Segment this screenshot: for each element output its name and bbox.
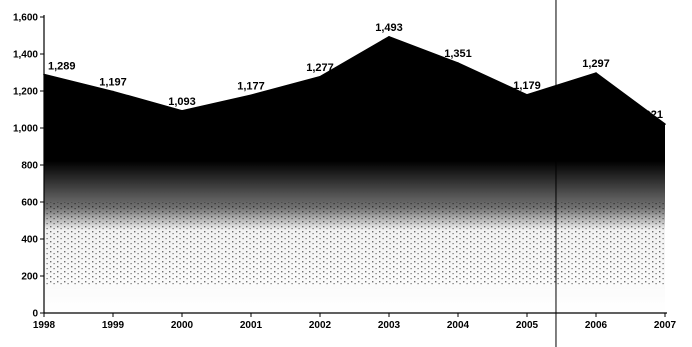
data-point-2001 [250, 94, 252, 97]
area-series-line [43, 35, 666, 125]
y-tick-label: 200 [21, 272, 38, 283]
x-tick-label: 2006 [585, 320, 608, 331]
y-tick-label: 400 [21, 235, 38, 246]
x-tick-label: 2001 [240, 320, 263, 331]
y-tick-label: 800 [21, 161, 38, 172]
x-tick-label: 2000 [171, 320, 194, 331]
data-label: 1,277 [306, 62, 334, 74]
data-point-2003 [388, 35, 390, 38]
data-label: 1,351 [444, 48, 472, 60]
y-tick-label: 0 [32, 309, 38, 320]
x-tick-label: 1999 [102, 320, 125, 331]
data-point-2005 [526, 94, 528, 96]
x-tick-label: 1998 [33, 320, 56, 331]
data-label: 1,093 [168, 96, 196, 108]
y-tick-label: 1,400 [13, 50, 38, 61]
data-label: 1,021 [635, 109, 663, 121]
data-point-2006 [595, 72, 597, 74]
data-label: 1,177 [237, 80, 265, 92]
data-point-2000 [181, 109, 183, 112]
data-label: 1,197 [99, 77, 127, 89]
y-tick-label: 1,200 [13, 87, 38, 98]
y-tick-label: 1,000 [13, 124, 38, 135]
data-label: 1,297 [582, 58, 610, 70]
data-point-2004 [457, 62, 459, 64]
data-label: 1,289 [48, 61, 76, 73]
x-tick-label: 2002 [309, 320, 332, 331]
data-label: 1,179 [513, 80, 541, 92]
x-tick-label: 2003 [378, 320, 401, 331]
x-tick-label: 2004 [447, 320, 470, 331]
x-tick-label: 2005 [516, 320, 539, 331]
data-point-2007 [664, 123, 666, 125]
data-point-1999 [112, 90, 114, 93]
x-tick-label: 2007 [654, 320, 677, 331]
area-series-fill [44, 36, 665, 314]
y-tick-label: 600 [21, 198, 38, 209]
data-label: 1,493 [375, 22, 403, 34]
data-point-2002 [319, 75, 321, 78]
y-tick-label: 1,600 [13, 13, 38, 24]
